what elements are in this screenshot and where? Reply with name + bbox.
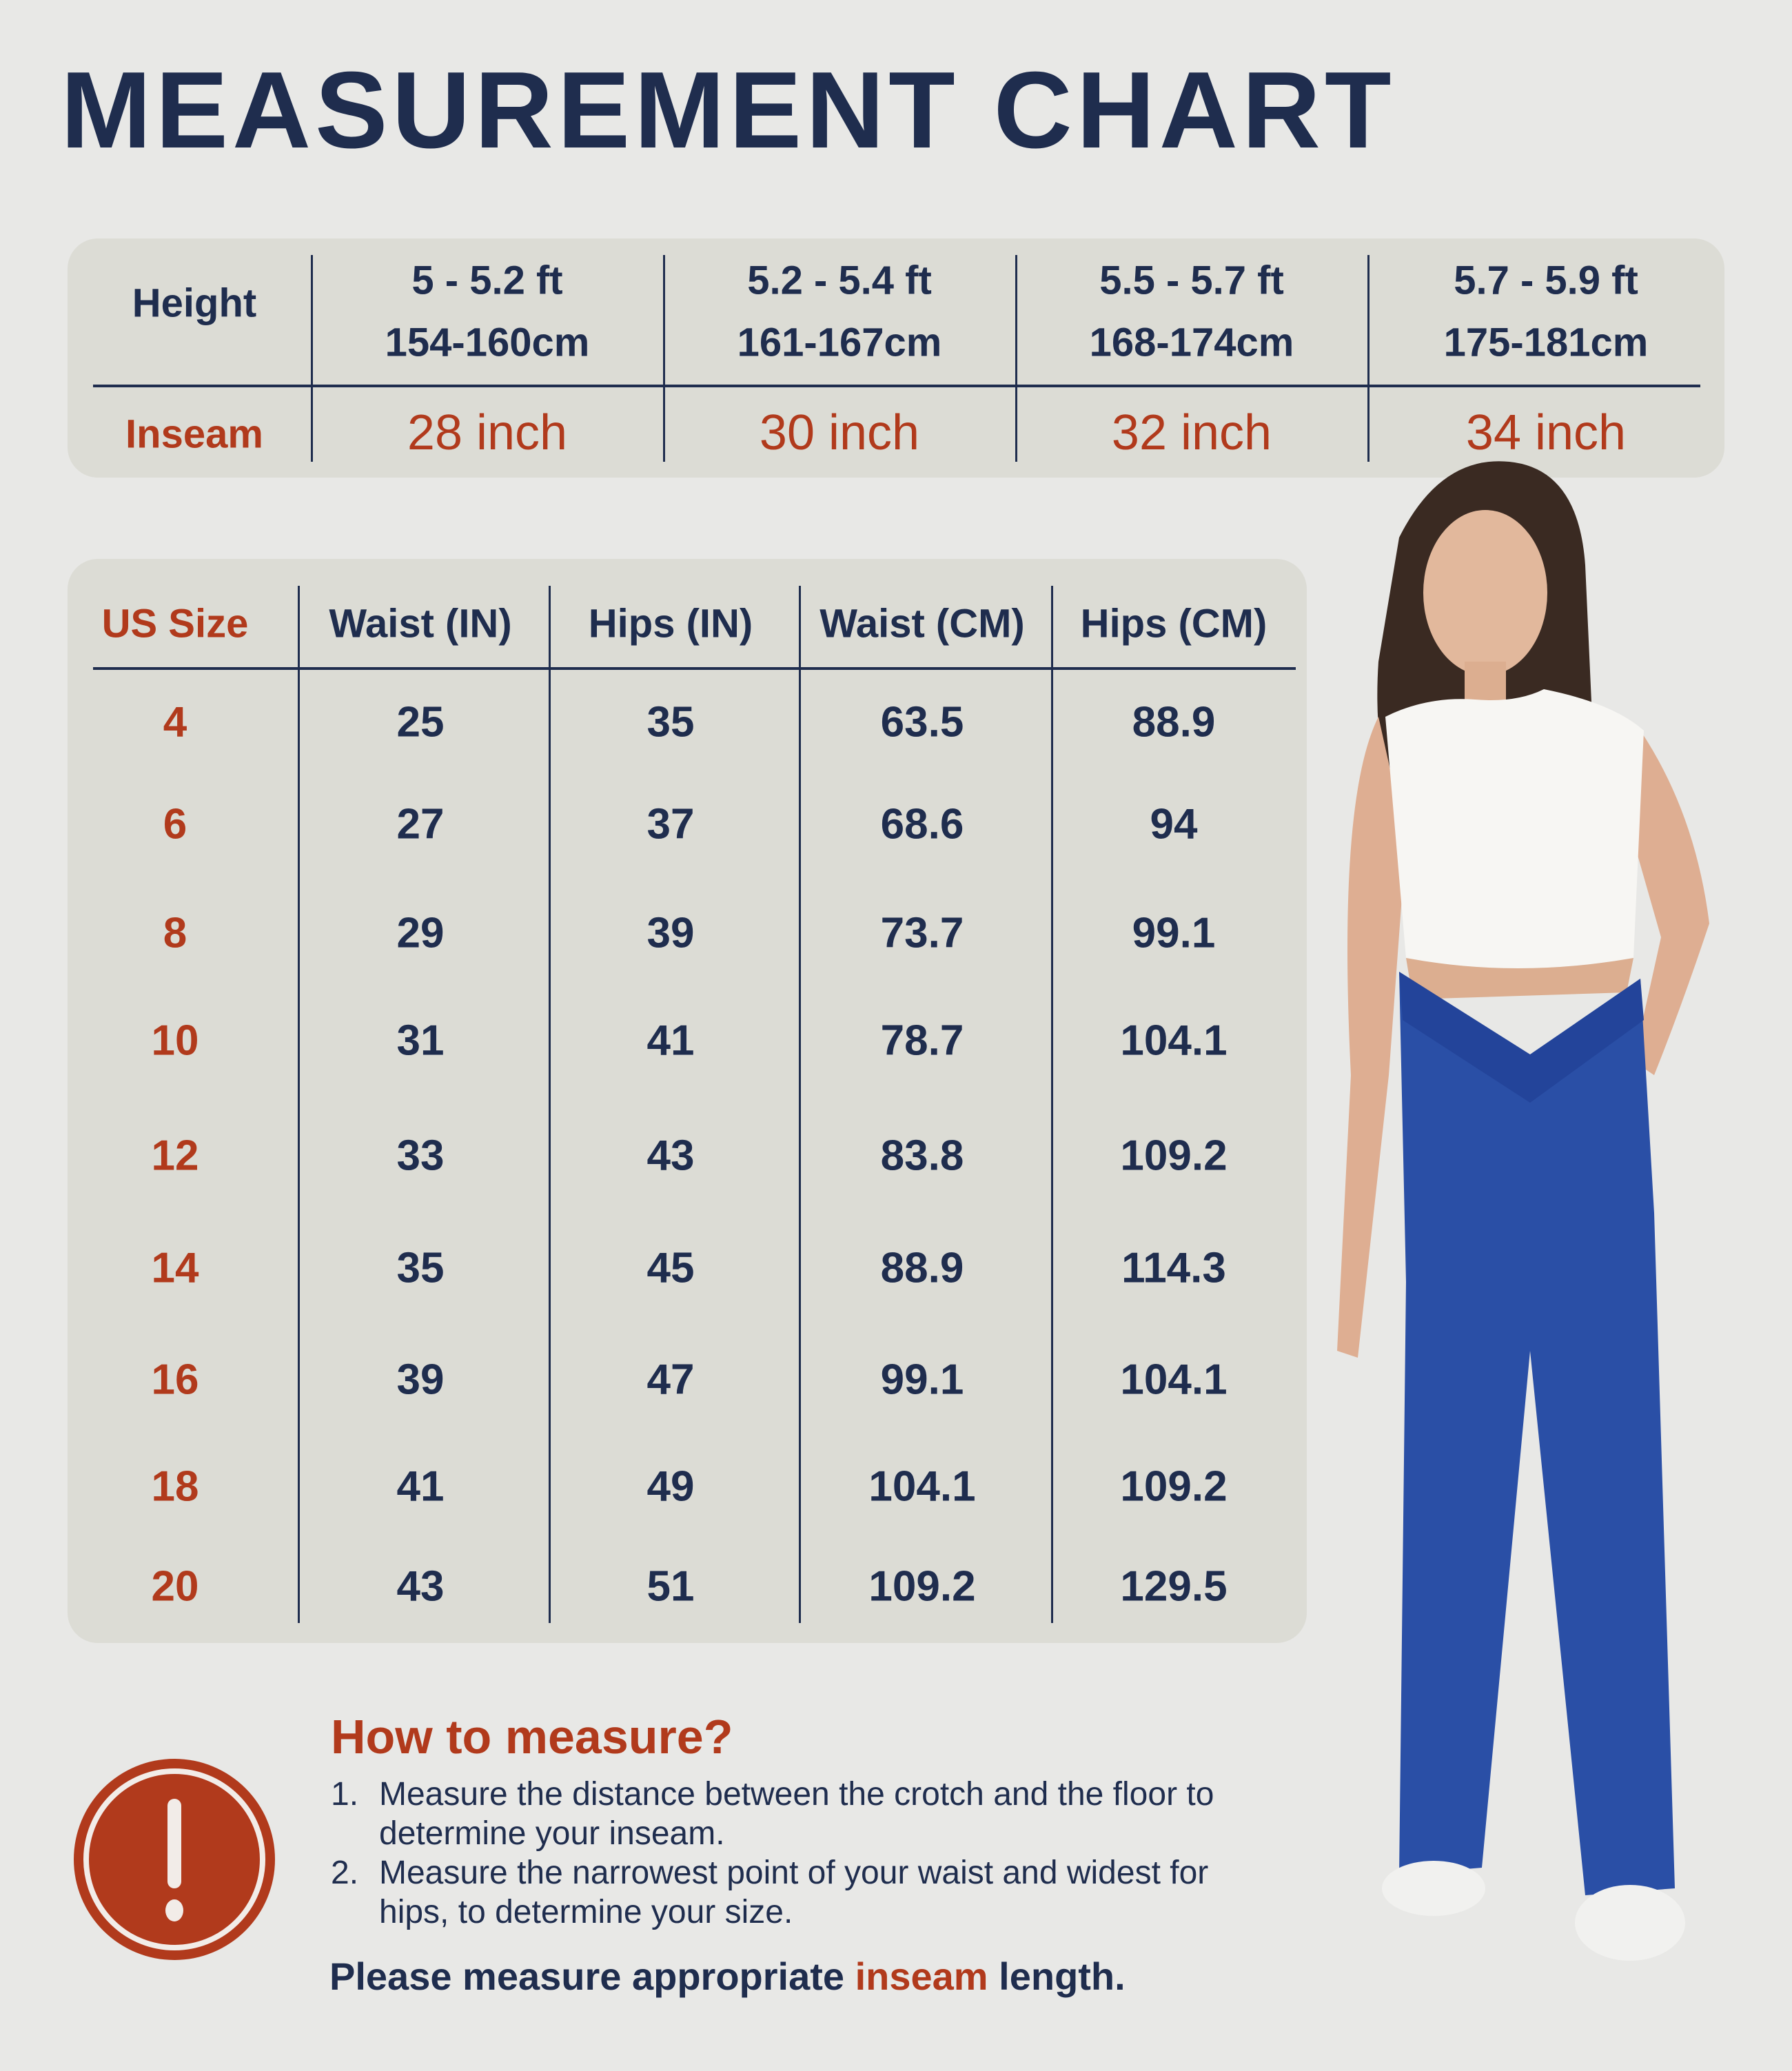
measurement-cell: 88.9	[1132, 698, 1216, 746]
column-divider	[1051, 586, 1053, 1623]
measurement-cell: 29	[396, 909, 445, 957]
reminder-text: Please measure appropriate	[329, 1955, 855, 1998]
height-cm: 161-167cm	[737, 320, 942, 365]
size-cell: 20	[151, 1562, 199, 1611]
height-ft: 5.7 - 5.9 ft	[1454, 258, 1638, 303]
measurement-cell: 45	[646, 1244, 695, 1292]
column-divider	[311, 255, 313, 462]
size-cell: 6	[163, 800, 187, 848]
height-ft: 5.5 - 5.7 ft	[1099, 258, 1284, 303]
measurement-cell: 31	[396, 1017, 445, 1065]
measurement-cell: 37	[646, 800, 695, 848]
measurement-cell: 41	[646, 1017, 695, 1065]
measurement-cell: 47	[646, 1356, 695, 1404]
measurement-cell: 51	[646, 1562, 695, 1611]
measurement-cell: 104.1	[868, 1462, 976, 1511]
size-cell: 12	[151, 1132, 199, 1180]
measurement-cell: 35	[396, 1244, 445, 1292]
divider	[93, 385, 1700, 387]
column-divider	[1015, 255, 1017, 462]
model-photo	[1268, 455, 1778, 2068]
measurement-cell: 129.5	[1120, 1562, 1228, 1611]
inseam-table	[68, 238, 1724, 478]
step-number: 1.	[331, 1776, 359, 1813]
measurement-cell: 33	[396, 1132, 445, 1180]
column-header: US Size	[101, 601, 249, 646]
measurement-cell: 109.2	[868, 1562, 976, 1611]
inseam-value: 28 inch	[407, 405, 568, 460]
column-header: Waist (IN)	[329, 601, 512, 646]
column-header: Waist (CM)	[819, 601, 1025, 646]
column-header: Hips (CM)	[1080, 601, 1267, 646]
step-text: Measure the distance between the crotch …	[379, 1776, 1214, 1852]
inseam-value: 30 inch	[759, 405, 920, 460]
step-number: 2.	[331, 1855, 359, 1891]
size-cell: 4	[163, 698, 187, 746]
size-cell: 14	[151, 1244, 199, 1292]
reminder-highlight: inseam	[855, 1955, 988, 1998]
size-table	[68, 559, 1307, 1643]
column-divider	[799, 586, 801, 1623]
reminder-text-end: length.	[988, 1955, 1126, 1998]
measurement-cell: 49	[646, 1462, 695, 1511]
size-table-content: US Size Waist (IN) Hips (IN) Waist (CM) Hips…	[93, 586, 1296, 1623]
inseam-table-content: Height Inseam 5 - 5.2 ft 154-160cm 28 inch…	[0, 0, 1792, 551]
measurement-cell: 27	[396, 800, 445, 848]
measurement-cell: 109.2	[1120, 1462, 1228, 1511]
step-text: Measure the narrowest point of your wais…	[379, 1855, 1209, 1930]
size-cell: 16	[151, 1356, 199, 1404]
measurement-cell: 104.1	[1120, 1356, 1228, 1404]
measurement-cell: 43	[396, 1562, 445, 1611]
size-cell: 10	[151, 1017, 199, 1065]
divider	[93, 667, 1296, 670]
height-cm: 168-174cm	[1089, 320, 1294, 365]
column-divider	[549, 586, 551, 1623]
measurement-cell: 94	[1150, 800, 1198, 848]
measurement-cell: 83.8	[880, 1132, 964, 1180]
column-header: Hips (IN)	[588, 601, 753, 646]
measurement-cell: 25	[396, 698, 445, 746]
measurement-cell: 35	[646, 698, 695, 746]
measurement-cell: 73.7	[880, 909, 964, 957]
measurement-cell: 39	[396, 1356, 445, 1404]
column-divider	[663, 255, 665, 462]
column-divider	[298, 586, 300, 1623]
instruction-step: 2. Measure the narrowest point of your w…	[331, 1853, 1241, 1932]
inseam-reminder: Please measure appropriate inseam length…	[329, 1954, 1126, 1999]
height-cm: 175-181cm	[1443, 320, 1649, 365]
measurement-cell: 99.1	[1132, 909, 1216, 957]
measurement-cell: 43	[646, 1132, 695, 1180]
measurement-cell: 114.3	[1121, 1244, 1226, 1292]
how-to-heading: How to measure?	[331, 1710, 733, 1764]
height-cm: 154-160cm	[385, 320, 590, 365]
page-title: MEASUREMENT CHART	[61, 50, 1396, 171]
measurement-cell: 63.5	[880, 698, 964, 746]
inseam-value: 32 inch	[1111, 405, 1272, 460]
measurement-cell: 88.9	[880, 1244, 964, 1292]
height-ft: 5.2 - 5.4 ft	[747, 258, 932, 303]
inseam-value: 34 inch	[1465, 405, 1627, 460]
measurement-cell: 39	[646, 909, 695, 957]
measurement-cell: 109.2	[1120, 1132, 1228, 1180]
measurement-cell: 104.1	[1120, 1017, 1228, 1065]
exclamation-circle-icon	[72, 1757, 276, 1961]
height-ft: 5 - 5.2 ft	[411, 258, 563, 303]
measurement-cell: 99.1	[880, 1356, 964, 1404]
measurement-cell: 68.6	[880, 800, 964, 848]
measurement-cell: 41	[396, 1462, 445, 1511]
measurement-cell: 78.7	[880, 1017, 964, 1065]
size-cell: 8	[163, 909, 187, 957]
inseam-label: Inseam	[125, 411, 263, 457]
column-divider	[1367, 255, 1370, 462]
instructions-list: 1. Measure the distance between the crot…	[331, 1775, 1241, 1932]
height-label: Height	[132, 280, 257, 326]
size-cell: 18	[151, 1462, 199, 1511]
instruction-step: 1. Measure the distance between the crot…	[331, 1775, 1241, 1853]
